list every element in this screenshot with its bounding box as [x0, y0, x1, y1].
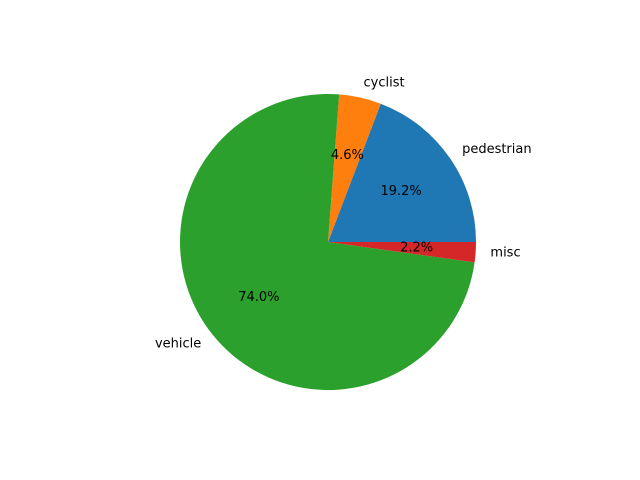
pie-slice-vehicle [180, 93, 475, 390]
slice-pct-label-pedestrian: 19.2% [380, 184, 421, 199]
pie-labels: pedestrian 19.2% cyclist 4.6% vehicle 74.0% mi… [155, 76, 532, 352]
pie-slice-cyclist [328, 94, 381, 242]
slice-pct-label-cyclist: 4.6% [331, 148, 364, 163]
pie-slices [180, 93, 476, 390]
slice-label-misc: misc [490, 246, 520, 261]
pie-slice-misc [328, 242, 476, 263]
slice-pct-label-vehicle: 74.0% [238, 290, 279, 305]
slice-label-vehicle: vehicle [155, 337, 201, 352]
slice-label-pedestrian: pedestrian [462, 142, 532, 157]
slice-pct-label-misc: 2.2% [400, 241, 433, 256]
pie-slice-pedestrian [328, 103, 476, 242]
slice-label-cyclist: cyclist [364, 76, 405, 91]
